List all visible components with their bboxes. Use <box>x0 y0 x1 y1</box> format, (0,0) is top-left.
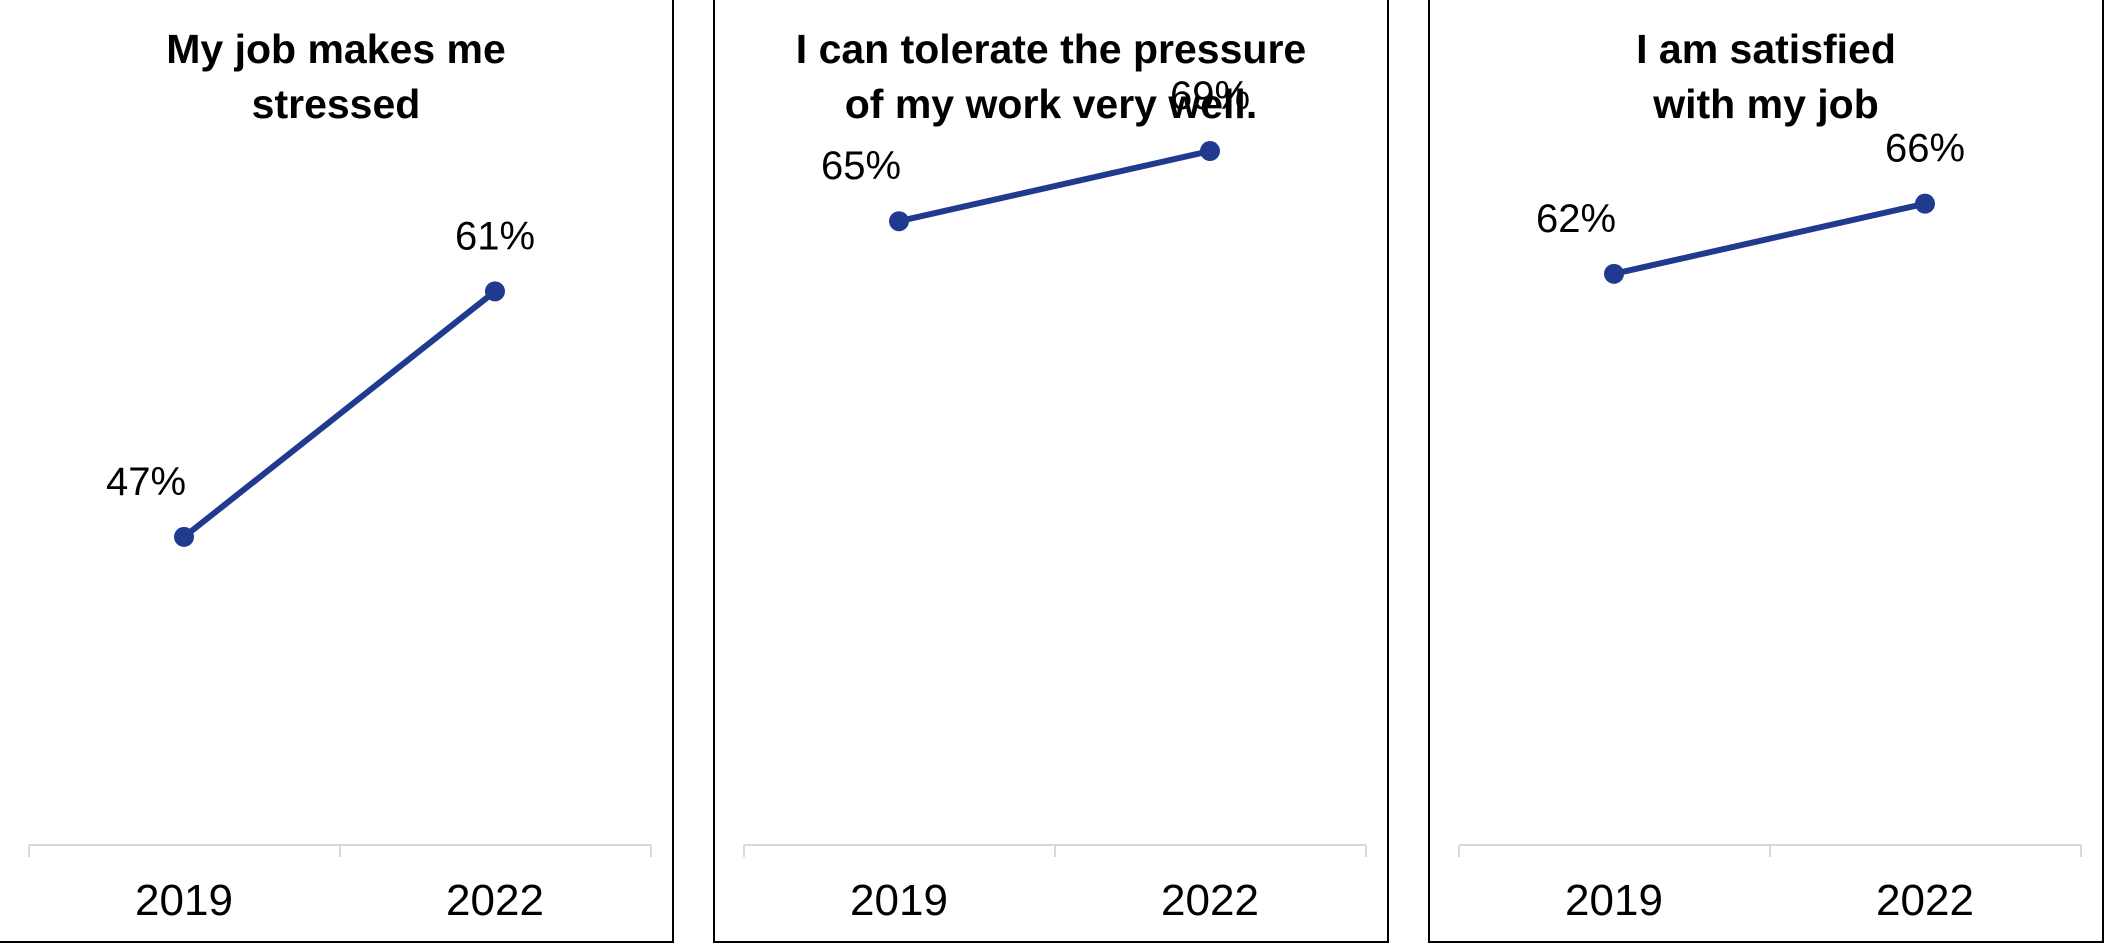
data-point <box>1200 141 1220 162</box>
data-point <box>174 526 194 547</box>
line-chart: 2019 2022 65% 69% <box>743 74 1367 925</box>
x-tick-label: 2022 <box>1876 876 1974 925</box>
x-tick-label: 2019 <box>1565 876 1663 925</box>
x-tick-label: 2022 <box>1161 876 1259 925</box>
x-tick-label: 2019 <box>850 876 948 925</box>
panel-title: I can tolerate the pressure of my work v… <box>715 22 1387 132</box>
data-label: 69% <box>1170 74 1250 118</box>
data-point <box>1915 193 1935 214</box>
data-label: 61% <box>455 214 535 258</box>
series-line <box>1611 200 1928 277</box>
panel-job-satisfaction: I am satisfied with my job 2019 2022 62% 66… <box>1428 0 2104 943</box>
x-tick-label: 2019 <box>135 876 233 925</box>
x-tick-label: 2022 <box>446 876 544 925</box>
series-line <box>896 148 1213 225</box>
panel-title-text: My job makes me stressed <box>166 26 506 127</box>
data-label: 65% <box>821 144 901 188</box>
data-label: 62% <box>1536 197 1616 241</box>
data-label: 47% <box>106 460 186 504</box>
panel-title-text: I can tolerate the pressure of my work v… <box>795 26 1307 127</box>
data-label: 66% <box>1885 127 1965 171</box>
series-line <box>181 288 498 540</box>
data-point <box>889 211 909 232</box>
panel-title: My job makes me stressed <box>0 22 672 132</box>
data-point <box>485 281 505 302</box>
data-point <box>1604 263 1624 284</box>
panel-job-stress: My job makes me stressed 2019 2022 47% 61% <box>0 0 674 943</box>
panel-title-text: I am satisfied with my job <box>1636 26 1896 127</box>
panel-tolerate-pressure: I can tolerate the pressure of my work v… <box>713 0 1389 943</box>
line-chart: 2019 2022 62% 66% <box>1458 127 2082 925</box>
panel-title: I am satisfied with my job <box>1430 22 2102 132</box>
line-chart: 2019 2022 47% 61% <box>28 214 652 925</box>
